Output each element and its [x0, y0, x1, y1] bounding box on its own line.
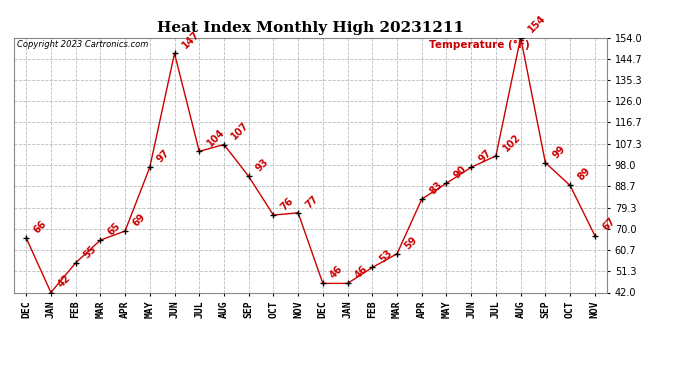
Text: 97: 97 — [155, 148, 172, 165]
Text: Copyright 2023 Cartronics.com: Copyright 2023 Cartronics.com — [17, 40, 148, 49]
Text: 69: 69 — [130, 211, 147, 228]
Text: 104: 104 — [205, 127, 226, 148]
Text: Temperature (°F): Temperature (°F) — [429, 40, 530, 50]
Text: 107: 107 — [230, 120, 251, 142]
Text: 77: 77 — [304, 194, 320, 210]
Text: 55: 55 — [81, 243, 98, 260]
Text: 65: 65 — [106, 221, 123, 237]
Text: 42: 42 — [57, 273, 73, 290]
Text: 93: 93 — [254, 157, 271, 174]
Text: 46: 46 — [353, 264, 370, 280]
Text: 102: 102 — [502, 132, 523, 153]
Text: 147: 147 — [180, 29, 201, 51]
Text: 67: 67 — [600, 216, 617, 233]
Text: 90: 90 — [452, 164, 469, 180]
Text: 154: 154 — [526, 13, 548, 35]
Text: 53: 53 — [378, 248, 395, 265]
Text: 59: 59 — [402, 234, 420, 251]
Text: 66: 66 — [32, 219, 48, 235]
Text: 89: 89 — [575, 166, 593, 183]
Title: Heat Index Monthly High 20231211: Heat Index Monthly High 20231211 — [157, 21, 464, 35]
Text: 76: 76 — [279, 196, 295, 212]
Text: 99: 99 — [551, 143, 568, 160]
Text: 46: 46 — [328, 264, 345, 280]
Text: 97: 97 — [477, 148, 493, 165]
Text: 83: 83 — [427, 180, 444, 196]
